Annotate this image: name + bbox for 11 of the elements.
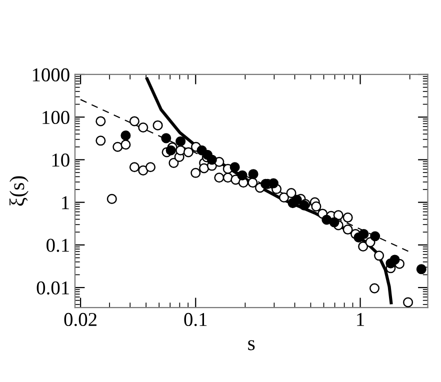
- y-tick-label: 10: [52, 154, 70, 167]
- x-tick-label: 0.1: [184, 312, 207, 326]
- y-tick-label: 1000: [32, 68, 70, 82]
- y-tick-label: 0.01: [36, 281, 69, 295]
- y-tick-label: 100: [42, 110, 70, 124]
- x-axis-title: s: [248, 340, 255, 350]
- x-tick-label: 0.02: [64, 312, 96, 326]
- x-tick-label: 1: [357, 313, 364, 326]
- y-axis-title: ξ(s): [9, 176, 28, 206]
- y-tick-label: 0.1: [46, 238, 69, 252]
- y-tick-label: 1: [62, 196, 69, 210]
